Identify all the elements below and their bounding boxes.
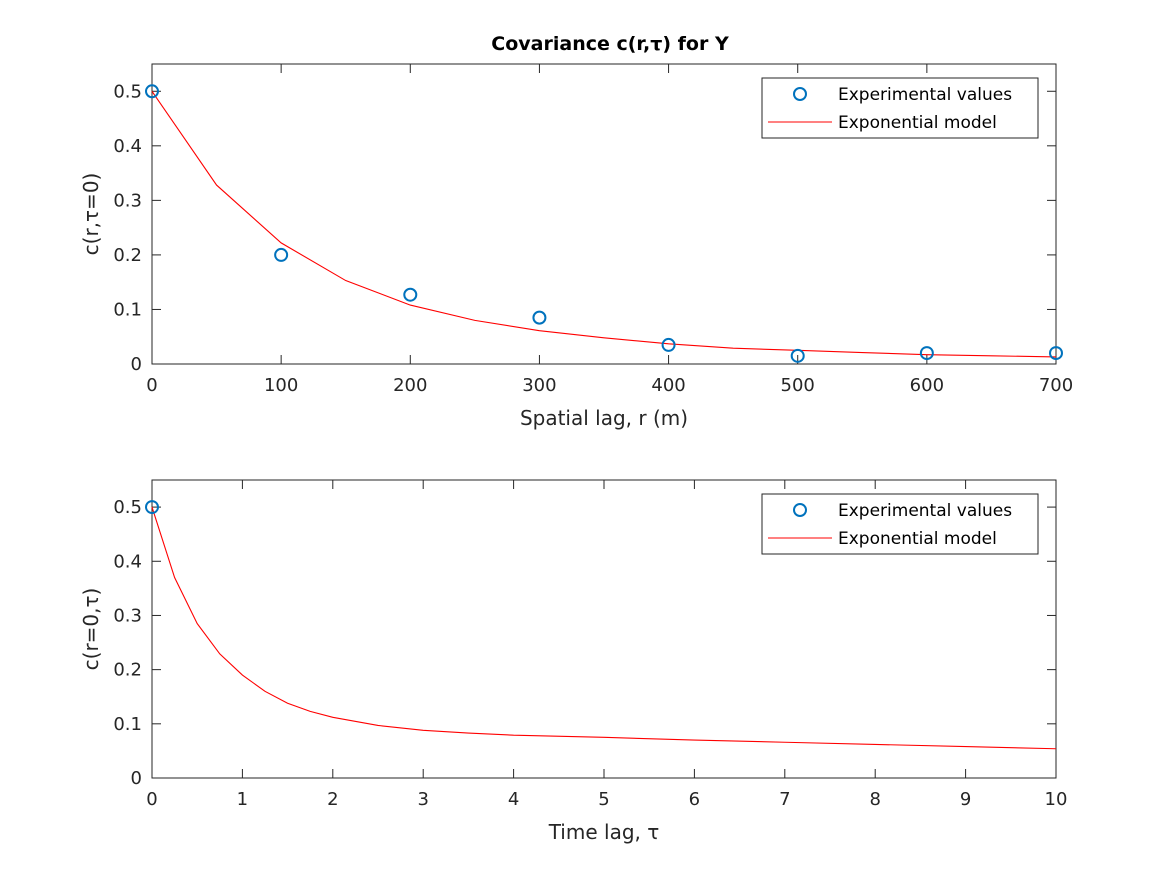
x-axis-label: Spatial lag, r (m) — [520, 406, 688, 430]
x-tick-label: 8 — [869, 789, 880, 810]
legend-1: Experimental values Exponential model — [761, 77, 1039, 139]
x-tick-label: 500 — [781, 375, 815, 396]
legend-box — [761, 493, 1039, 555]
experimental-point — [145, 84, 159, 99]
chart-panel-1: 0 100 200 300 400 500 600 700 0 0.1 0.2 0.3 0.4 0.5 Sp… — [79, 63, 1073, 430]
y-tick-label: 0.4 — [113, 551, 142, 572]
experimental-point — [403, 287, 418, 302]
experimental-point — [919, 346, 934, 361]
x-tick-label: 5 — [598, 789, 609, 810]
y-tick-label: 0.3 — [113, 605, 142, 626]
legend-marker-experimental — [793, 503, 807, 517]
legend-entry: Exponential model — [838, 529, 997, 549]
x-tick-label: 700 — [1039, 375, 1073, 396]
y-tick-label: 0.3 — [113, 190, 142, 211]
legend-marker-experimental — [793, 87, 807, 101]
experimental-point — [532, 310, 547, 325]
experimental-point — [790, 348, 805, 363]
legend-entry: Experimental values — [838, 501, 1012, 521]
x-tick-label: 200 — [393, 375, 427, 396]
y-tick-label: 0 — [131, 768, 142, 789]
x-tick-label: 0 — [146, 789, 157, 810]
legend-2: Experimental values Exponential model — [761, 493, 1039, 555]
experimental-point — [145, 500, 159, 515]
y-tick-label: 0.2 — [113, 660, 142, 681]
y-tick-label: 0.2 — [113, 245, 142, 266]
x-tick-label: 6 — [689, 789, 700, 810]
experimental-point — [274, 247, 289, 262]
legend-box — [761, 77, 1039, 139]
y-tick-label: 0.5 — [113, 497, 142, 518]
x-tick-label: 7 — [779, 789, 790, 810]
x-tick-label: 2 — [327, 789, 338, 810]
y-axis-label: c(r=0,τ) — [79, 588, 103, 671]
x-tick-label: 0 — [146, 375, 157, 396]
series-exponential-model-line — [151, 90, 1057, 358]
x-tick-label: 4 — [508, 789, 519, 810]
experimental-point — [661, 337, 676, 352]
x-tick-label: 100 — [264, 375, 298, 396]
legend-entry: Exponential model — [838, 113, 997, 133]
x-tick-label: 10 — [1045, 789, 1068, 810]
x-tick-label: 400 — [651, 375, 685, 396]
x-tick-label: 1 — [237, 789, 248, 810]
y-tick-label: 0.1 — [113, 714, 142, 735]
y-tick-label: 0.5 — [113, 81, 142, 102]
y-tick-label: 0.1 — [113, 299, 142, 320]
figure-title: Covariance c(r,τ) for Y — [491, 33, 729, 55]
x-axis-label: Time lag, τ — [548, 820, 660, 844]
series-exponential-model-line — [151, 506, 1057, 750]
y-axis-label: c(r,τ=0) — [79, 173, 103, 256]
x-tick-label: 9 — [960, 789, 971, 810]
x-tick-label: 3 — [417, 789, 428, 810]
x-tick-label: 300 — [522, 375, 556, 396]
x-tick-label: 600 — [910, 375, 944, 396]
y-tick-label: 0 — [131, 354, 142, 375]
legend-entry: Experimental values — [838, 85, 1012, 105]
y-tick-label: 0.4 — [113, 136, 142, 157]
chart-panel-2: 0 1 2 3 4 5 6 7 8 9 10 0 0.1 0.2 0.3 0.4 0.5 Time lag, τ c… — [79, 479, 1068, 844]
experimental-point — [1049, 346, 1063, 361]
